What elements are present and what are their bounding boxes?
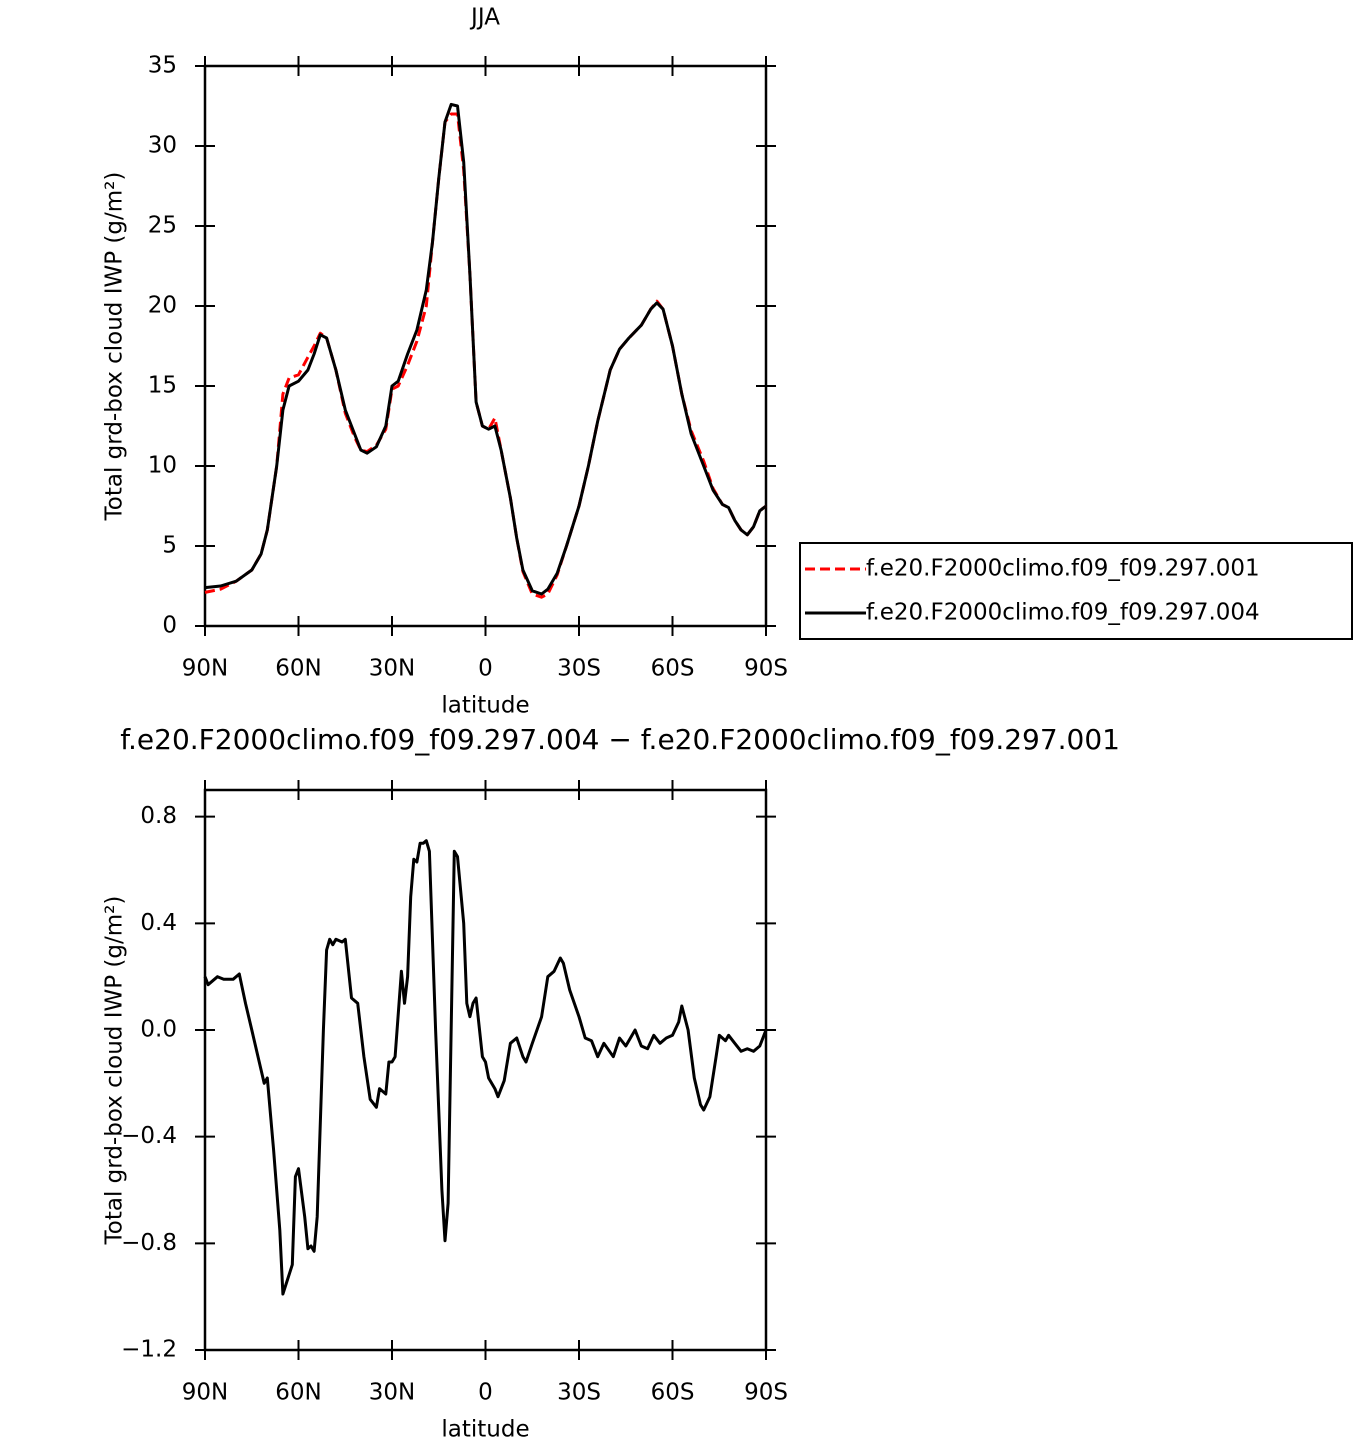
x-tick-label: 30N [369,1380,415,1406]
y-tick-label: 5 [162,533,177,559]
x-tick-label: 60N [275,1380,321,1406]
y-tick-label: 0.4 [140,910,177,936]
x-tick-label: 60N [275,656,321,682]
y-axis-label: Total grd-box cloud IWP (g/m²) [102,896,128,1246]
plot-frame [203,788,768,1352]
series-line [203,839,768,1296]
legend-label: f.e20.F2000climo.f09_f09.297.004 [866,600,1260,626]
x-tick-label: 30S [557,656,601,682]
legend-label: f.e20.F2000climo.f09_f09.297.001 [866,556,1260,582]
x-axis-label: latitude [441,693,529,719]
y-tick-label: 30 [148,133,177,159]
x-tick-label: 30S [557,1380,601,1406]
y-tick-label: −0.8 [121,1230,177,1256]
x-tick-label: 90S [744,1380,788,1406]
x-tick-label: 30N [369,656,415,682]
y-tick-label: 0.8 [140,803,177,829]
x-tick-label: 90N [182,656,228,682]
series-line [204,112,767,599]
x-tick-label: 60S [651,656,695,682]
y-tick-label: 15 [148,373,177,399]
y-tick-label: −0.4 [121,1123,177,1149]
plot-frame [203,64,768,628]
legend-box [799,542,1353,640]
x-tick-label: 0 [478,656,493,682]
y-tick-label: −1.2 [121,1337,177,1363]
x-tick-label: 90S [744,656,788,682]
x-tick-label: 60S [651,1380,695,1406]
chart-title: JJA [469,5,500,31]
y-tick-label: 20 [148,293,177,319]
y-axis-label: Total grd-box cloud IWP (g/m²) [102,172,128,522]
y-tick-label: 35 [148,53,177,79]
y-tick-label: 10 [148,453,177,479]
x-axis-label: latitude [441,1417,529,1443]
y-tick-label: 25 [148,213,177,239]
y-tick-label: 0 [162,613,177,639]
x-tick-label: 0 [478,1380,493,1406]
chart-title: f.e20.F2000climo.f09_f09.297.004 − f.e20… [120,723,1120,756]
series-line [204,102,767,596]
y-tick-label: 0.0 [140,1017,177,1043]
x-tick-label: 90N [182,1380,228,1406]
